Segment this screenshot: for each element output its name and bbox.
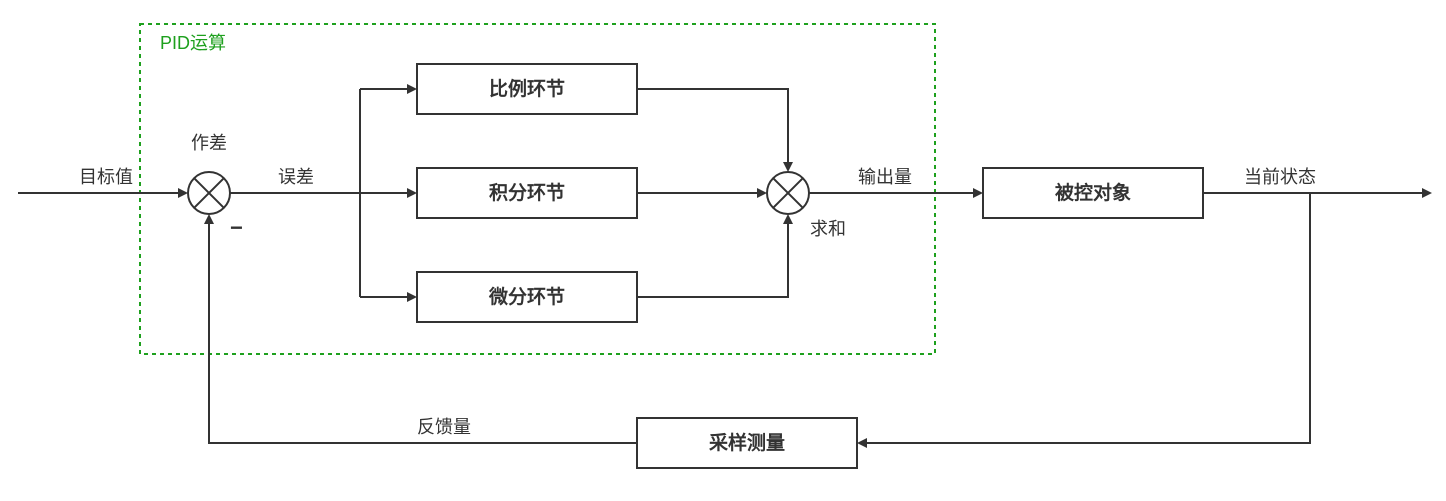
i-label: 积分环节 xyxy=(489,182,565,204)
label-output: 输出量 xyxy=(858,167,912,187)
label-feedback: 反馈量 xyxy=(417,417,471,437)
pid-region-title: PID运算 xyxy=(160,33,226,53)
label-state: 当前状态 xyxy=(1244,167,1316,187)
i-block: 积分环节 xyxy=(417,168,637,218)
sum-label: 求和 xyxy=(810,219,846,239)
pid-block-diagram: PID运算 比例环节积分环节微分环节 被控对象采样测量 作差求和 目标值 误差 输出量… xyxy=(0,0,1446,501)
sum-sum-node xyxy=(767,172,809,214)
sample-label: 采样测量 xyxy=(709,431,785,454)
edge-state-sample xyxy=(859,193,1310,443)
edge-merge-top xyxy=(710,89,788,170)
sample-block: 采样测量 xyxy=(637,418,857,468)
label-target: 目标值 xyxy=(79,167,133,187)
edge-sample-diff xyxy=(209,216,637,443)
plant-block: 被控对象 xyxy=(983,168,1203,218)
d-label: 微分环节 xyxy=(488,285,565,308)
minus-sign: − xyxy=(230,215,243,240)
p-block: 比例环节 xyxy=(417,64,637,114)
diff-label: 作差 xyxy=(191,133,227,153)
p-label: 比例环节 xyxy=(489,77,565,100)
label-error: 误差 xyxy=(278,167,314,187)
diff-sum-node xyxy=(188,172,230,214)
plant-label: 被控对象 xyxy=(1055,181,1131,204)
edge-merge-bottom xyxy=(710,216,788,297)
d-block: 微分环节 xyxy=(417,272,637,322)
